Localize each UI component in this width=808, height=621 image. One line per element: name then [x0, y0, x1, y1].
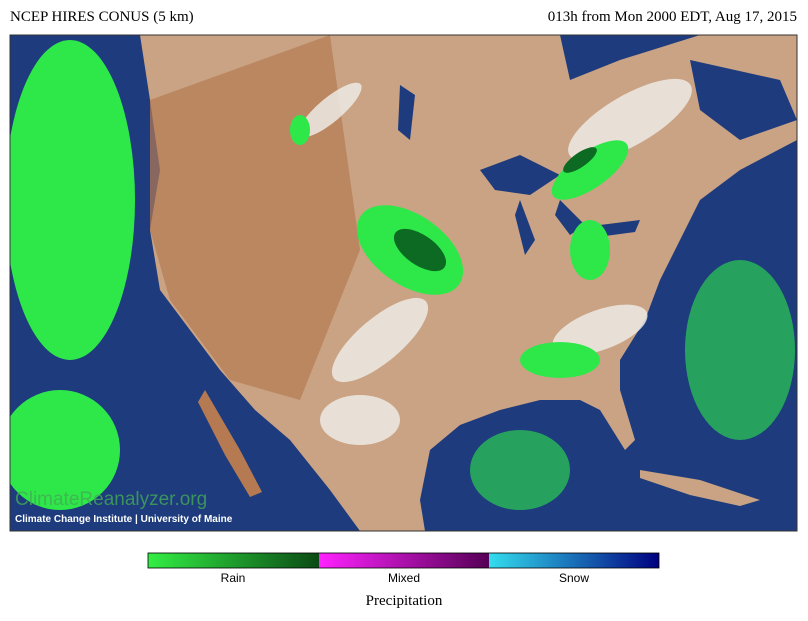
map [10, 35, 797, 531]
colorbar-snow [489, 553, 659, 568]
colorbar-border [147, 552, 660, 569]
legend-label: Rain [221, 571, 246, 585]
watermark-credit: Climate Change Institute | University of… [15, 514, 233, 525]
lake [600, 220, 640, 236]
valid-time: 013h from Mon 2000 EDT, Aug 17, 2015 [548, 9, 797, 25]
legend-label: Mixed [388, 571, 420, 585]
lake [480, 155, 560, 195]
heavy-rain [393, 147, 597, 272]
lake [398, 85, 415, 140]
legend-title: Precipitation [366, 593, 443, 609]
gulf-st-lawrence [690, 60, 797, 140]
watermark-site: ClimateReanalyzer.org [15, 489, 207, 510]
colorbar-mixed [319, 553, 489, 568]
baja [198, 390, 262, 497]
map-title: NCEP HIRES CONUS (5 km) [10, 9, 194, 25]
rain [10, 40, 795, 510]
clouds [298, 78, 692, 445]
cuba [640, 470, 760, 506]
lake [515, 200, 535, 255]
map-border [9, 34, 798, 532]
lake [555, 200, 585, 235]
colorbar-rain [148, 553, 319, 568]
legend-label: Snow [559, 571, 589, 585]
